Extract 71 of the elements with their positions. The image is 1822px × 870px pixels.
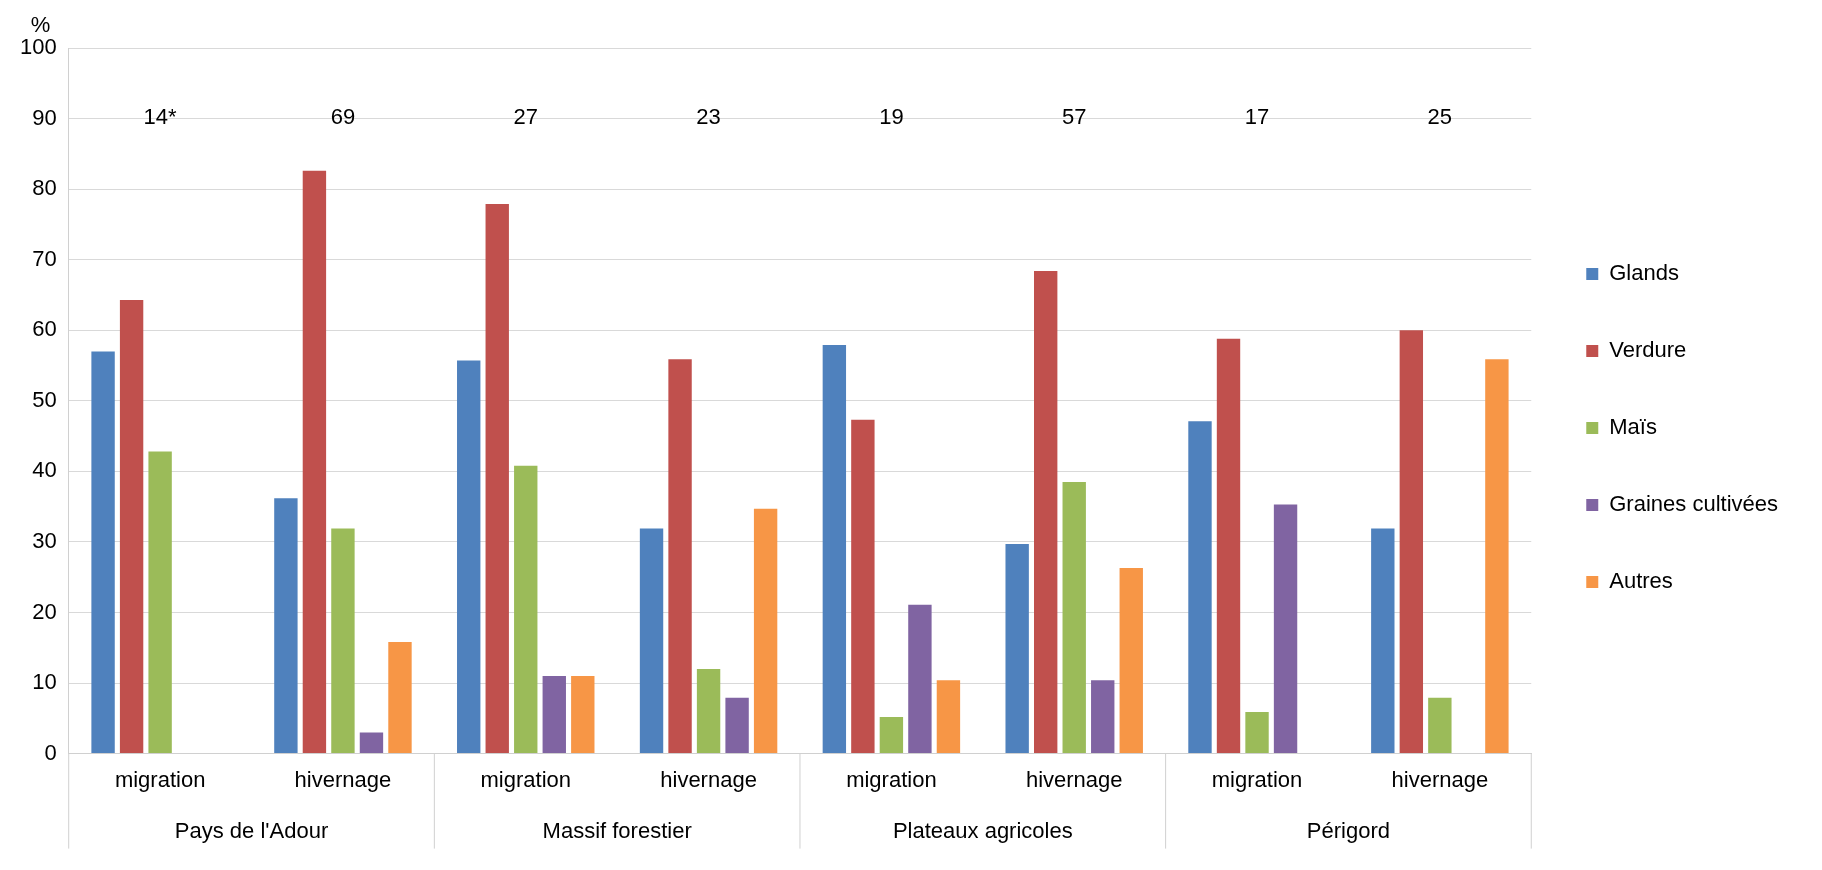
bar [1091,680,1115,754]
annotation: 14* [143,104,178,130]
bar [514,465,538,754]
bar [1371,528,1395,754]
y-tick-label: 80 [32,175,57,201]
bar [725,697,749,754]
bar [571,675,595,754]
x-tick-label: migration [114,766,206,792]
y-tick-label: 20 [32,598,57,624]
bar [1399,330,1424,754]
x-tick-label: migration [480,766,571,792]
bar [148,451,172,754]
bar [1188,421,1212,754]
bar [1273,504,1298,754]
annotation: 23 [696,104,721,130]
x-tick-label: migration [846,766,937,792]
text: Plateaux agricoles [892,817,1073,843]
bar [668,359,692,754]
text: Massif forestier [542,817,692,843]
bar [359,732,384,754]
bar [1119,568,1143,754]
y-tick-label: 90 [32,104,57,130]
y-tick-label: 0 [44,739,57,765]
y-tick-label: 70 [32,245,57,271]
bar [908,604,932,754]
bar [1428,697,1452,754]
legend-label: Maïs [1609,414,1657,440]
bar [457,360,481,754]
x-tick-label: hivernage [1391,766,1489,792]
y-tick-label: 30 [32,527,57,553]
bar [851,419,875,754]
bar [1005,544,1029,754]
legend-label: Glands [1609,260,1679,286]
bar [119,299,144,754]
y-tick-label: 10 [32,669,57,695]
bar [1034,270,1058,754]
bar [1485,359,1509,754]
annotation: 69 [330,104,356,130]
bar [1216,338,1241,754]
legend-label: Graines cultivées [1609,491,1779,517]
bar [753,508,778,754]
bar [91,351,115,754]
annotation: 27 [513,104,538,130]
bar [302,170,327,754]
bar [388,642,412,754]
y-tick-label: 60 [32,316,57,342]
bar [274,498,298,754]
annotation: 57 [1061,104,1087,130]
bar [936,680,961,754]
legend-label: Autres [1609,568,1673,594]
x-tick-label: migration [1211,766,1303,792]
text: Pays de l'Adour [174,817,329,843]
bar [331,528,355,754]
annotation: 19 [879,104,904,130]
annotation: 25 [1427,104,1453,130]
x-tick-label: hivernage [294,766,392,792]
bar [822,345,847,754]
annotation: 17 [1244,104,1270,130]
bar [696,668,721,754]
legend-label: Verdure [1609,337,1687,363]
bar [1245,711,1269,754]
bar [485,203,509,754]
text: Périgord [1306,817,1391,843]
x-tick-label: hivernage [660,766,757,792]
bar [542,675,566,754]
bar [639,528,664,754]
bar [1062,481,1086,754]
x-tick-label: hivernage [1025,766,1123,792]
bar [879,716,904,754]
y-tick-label: 50 [32,386,57,412]
y-tick-label: 40 [32,457,57,483]
